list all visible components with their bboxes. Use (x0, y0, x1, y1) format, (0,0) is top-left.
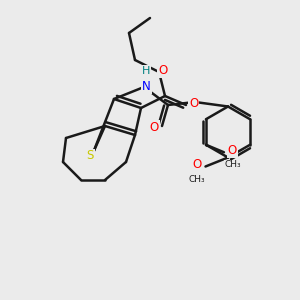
Text: H: H (142, 65, 151, 76)
Text: O: O (150, 121, 159, 134)
Text: O: O (189, 97, 198, 110)
Text: O: O (193, 158, 202, 172)
Text: N: N (142, 80, 151, 94)
Text: O: O (228, 144, 237, 157)
Text: CH₃: CH₃ (189, 175, 206, 184)
Text: S: S (86, 149, 94, 163)
Text: O: O (158, 64, 167, 77)
Text: CH₃: CH₃ (224, 160, 241, 169)
